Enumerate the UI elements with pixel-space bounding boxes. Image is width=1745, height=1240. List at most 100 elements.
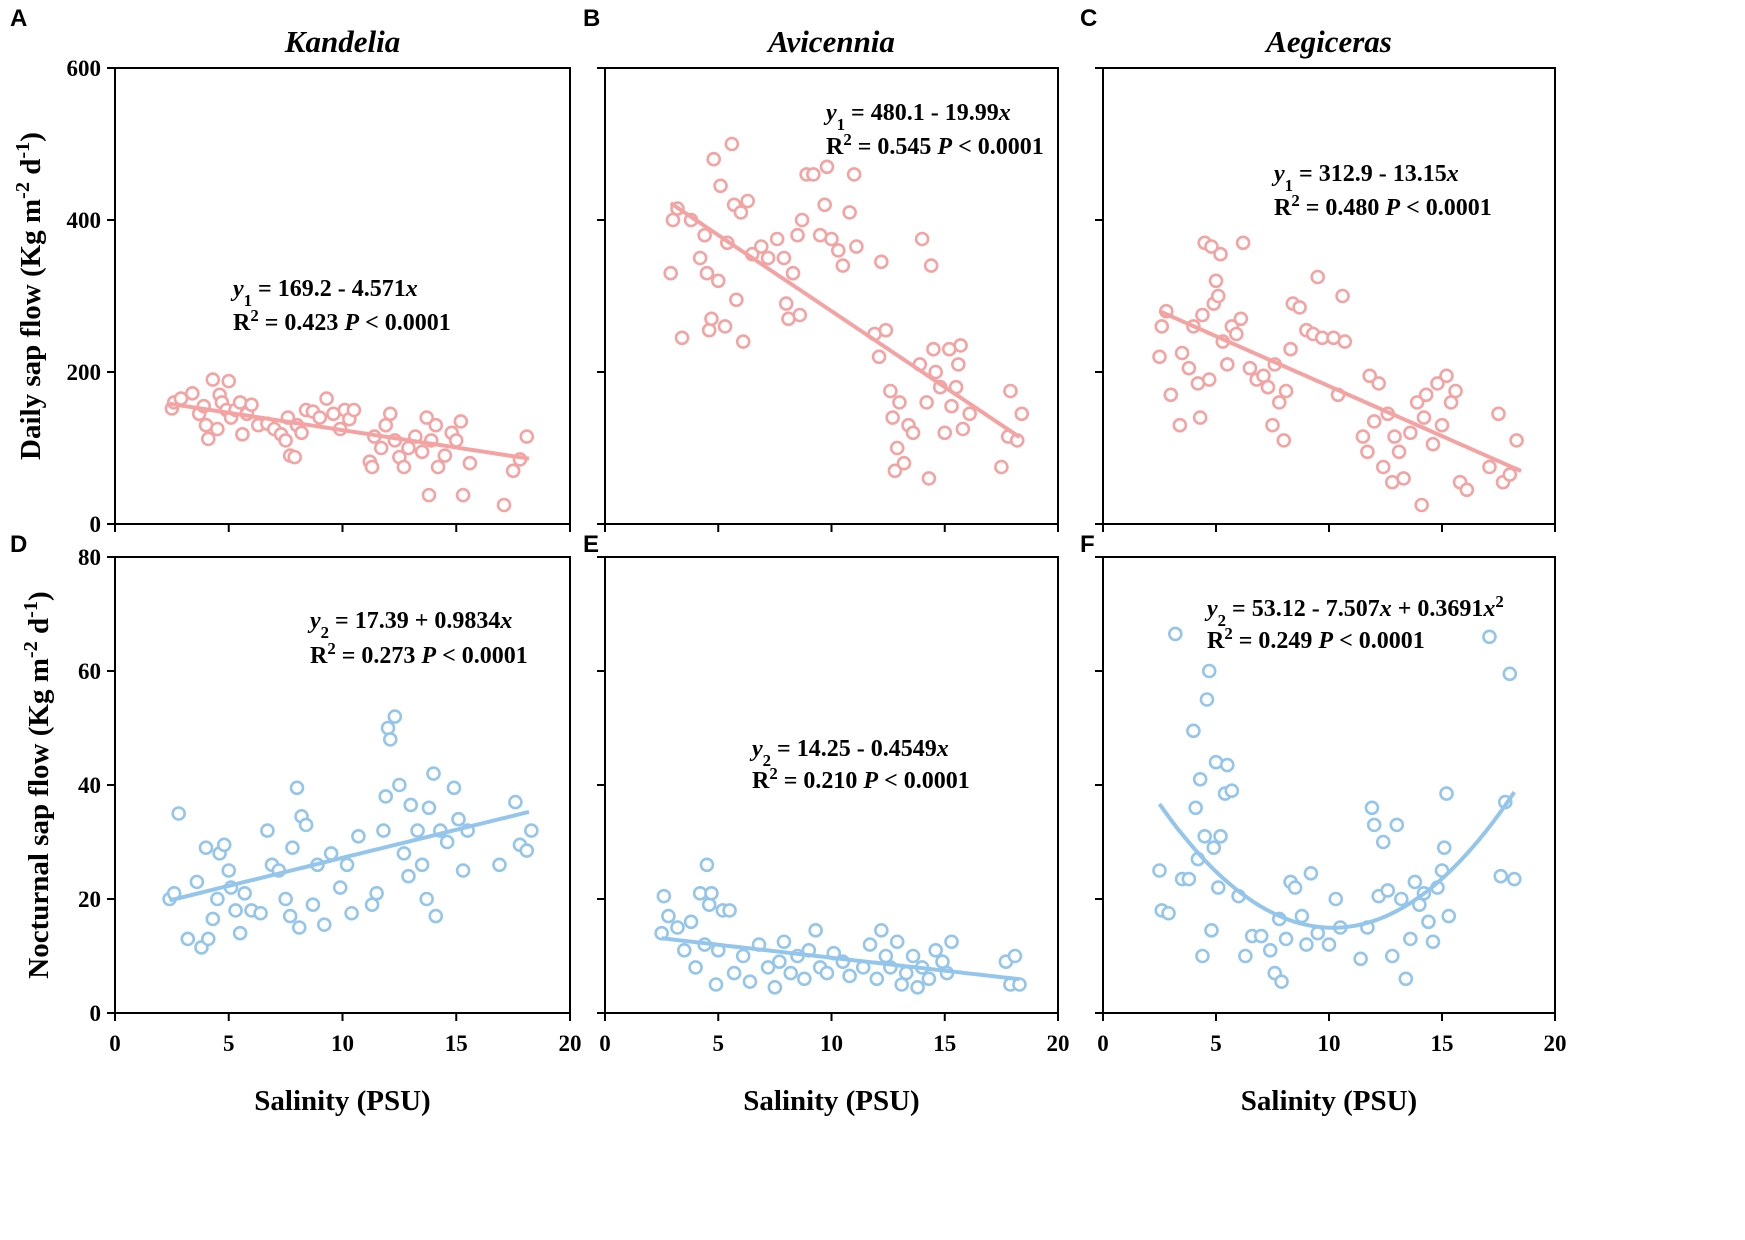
- data-point: [382, 732, 398, 747]
- data-point: [351, 828, 366, 844]
- data-point: [519, 843, 535, 858]
- data-point: [1507, 871, 1522, 887]
- data-point: [419, 410, 434, 425]
- regression-equation: y2 = 17.39 + 0.9834x: [307, 608, 512, 642]
- data-point: [455, 487, 471, 503]
- y-tick-label: 0: [90, 1001, 102, 1026]
- data-point: [376, 823, 391, 838]
- panel-title: Kandelia: [284, 24, 400, 59]
- data-point: [760, 960, 776, 975]
- data-point: [776, 934, 792, 950]
- data-point: [1362, 368, 1377, 384]
- data-point: [378, 789, 394, 804]
- data-point: [656, 888, 672, 904]
- y-axis-label-segment: -1: [20, 601, 42, 618]
- data-point: [185, 385, 200, 401]
- x-tick-label: 5: [1210, 1031, 1222, 1056]
- data-point: [661, 908, 676, 924]
- data-point: [1206, 840, 1222, 856]
- panel-d: D 0 5 10 15 20 0 20 40 60 80 Nocturnal sap flow (Kg…: [10, 531, 582, 1117]
- data-point: [783, 965, 799, 981]
- data-point: [428, 417, 444, 433]
- data-point: [235, 427, 250, 442]
- data-point: [1278, 931, 1294, 947]
- data-point: [874, 254, 889, 270]
- data-point: [1224, 783, 1240, 799]
- x-axis-label: Salinity (PSU): [743, 1085, 919, 1117]
- panel-letter: E: [583, 531, 599, 558]
- data-point: [294, 425, 309, 441]
- data-point: [189, 874, 205, 890]
- data-point: [1398, 971, 1414, 987]
- data-point: [898, 965, 914, 981]
- data-point: [921, 971, 937, 987]
- data-point: [792, 307, 808, 323]
- data-point: [382, 406, 398, 422]
- data-point: [1163, 387, 1179, 403]
- data-point: [210, 891, 225, 907]
- data-point: [428, 908, 444, 924]
- data-point: [1418, 387, 1434, 403]
- regression-equation-segment: = 53.12 - 7.507: [1226, 596, 1380, 622]
- x-axis-label: Salinity (PSU): [254, 1085, 430, 1117]
- data-point: [769, 231, 785, 247]
- panel-letter: B: [583, 5, 600, 32]
- data-point: [1003, 383, 1018, 399]
- y-axis-label: Daily sap flow (Kg m-2 d-1): [12, 132, 47, 460]
- data-point: [414, 444, 430, 460]
- data-point: [842, 205, 857, 220]
- data-point: [396, 459, 412, 475]
- regression-stats-segment: = 0.210: [778, 768, 864, 794]
- data-point: [332, 880, 348, 895]
- data-point: [1337, 334, 1353, 349]
- data-point: [278, 433, 293, 448]
- data-point: [883, 383, 898, 399]
- data-point: [874, 923, 889, 938]
- y-axis-label-segment: ): [15, 132, 47, 142]
- y-axis-label-segment: Nocturnal sap flow (Kg m: [23, 658, 55, 979]
- regression-line: [1157, 790, 1516, 930]
- data-point: [1192, 771, 1208, 787]
- data-point: [1278, 383, 1294, 399]
- data-point: [1238, 948, 1253, 964]
- data-point: [364, 459, 380, 475]
- data-point: [453, 414, 469, 429]
- data-point: [446, 780, 462, 796]
- x-axis-label: Salinity (PSU): [1241, 1085, 1417, 1117]
- data-point: [704, 311, 719, 327]
- data-point: [1186, 723, 1201, 739]
- data-point: [1197, 828, 1212, 844]
- data-point: [1242, 360, 1258, 376]
- data-point: [994, 459, 1009, 475]
- data-point: [824, 231, 839, 247]
- panel-letter: F: [1080, 531, 1095, 558]
- data-point: [1328, 891, 1344, 907]
- data-point: [373, 440, 389, 456]
- data-points: [162, 709, 539, 955]
- regression-stats-segment: P: [862, 768, 878, 794]
- data-point: [380, 720, 396, 736]
- data-point: [955, 421, 971, 437]
- regression-equation-segment: x: [1446, 161, 1459, 187]
- regression-equation-segment: y: [1204, 596, 1218, 622]
- data-point: [951, 357, 966, 372]
- data-point: [887, 463, 903, 479]
- regression-equation-segment: 1: [244, 291, 252, 310]
- data-point: [1502, 666, 1518, 682]
- data-point: [430, 459, 446, 475]
- data-point: [1414, 497, 1429, 513]
- y-axis-label-segment: d: [23, 618, 55, 641]
- regression-line: [669, 201, 1021, 439]
- regression-equation-segment: = 480.1 - 19.99: [845, 100, 999, 126]
- data-point: [232, 395, 248, 410]
- data-point: [889, 440, 905, 456]
- data-point: [289, 780, 305, 796]
- regression-equation-segment: = 17.39 + 0.9834: [329, 608, 500, 634]
- data-point: [926, 341, 941, 357]
- data-point: [710, 273, 726, 289]
- data-point: [885, 410, 900, 425]
- data-point: [835, 258, 851, 273]
